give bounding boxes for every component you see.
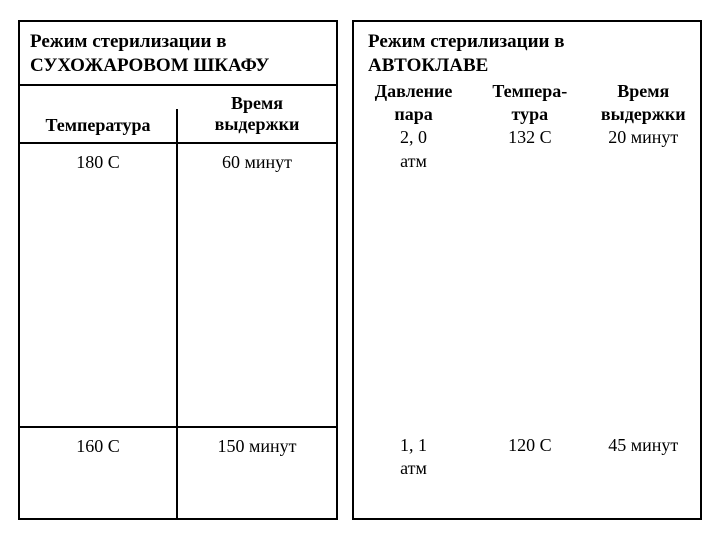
dry-heat-cell-time-0: 60 минут bbox=[178, 144, 336, 429]
cell-value: 2, 0 bbox=[400, 127, 427, 147]
cell-value: 132 С bbox=[508, 127, 552, 147]
dry-heat-cell-time-1: 150 минут bbox=[178, 428, 336, 518]
header-label: Давление bbox=[375, 81, 453, 101]
cell-value: 20 минут bbox=[608, 127, 678, 147]
dry-heat-cell-temp-0: 180 С bbox=[20, 144, 178, 429]
dry-heat-panel: Режим стерилизации в СУХОЖАРОВОМ ШКАФУ Т… bbox=[18, 20, 338, 520]
autoclave-panel: Режим стерилизации в АВТОКЛАВЕ Давление … bbox=[352, 20, 702, 520]
autoclave-cell-time-1: 45 минут bbox=[587, 428, 700, 518]
cell-value: атм bbox=[400, 458, 427, 478]
cell-value: 160 С bbox=[76, 436, 120, 456]
header-label: выдержки bbox=[601, 104, 686, 124]
header-label: тура bbox=[512, 104, 549, 124]
header-label: выдержки bbox=[215, 114, 300, 135]
cell-value: 180 С bbox=[76, 152, 120, 172]
cell-value: атм bbox=[400, 151, 427, 171]
page: Режим стерилизации в СУХОЖАРОВОМ ШКАФУ Т… bbox=[0, 0, 720, 540]
autoclave-col-pressure: Давление пара 2, 0 атм bbox=[354, 80, 473, 429]
header-label: Время bbox=[231, 93, 283, 114]
autoclave-title-line1: Режим стерилизации в bbox=[368, 31, 565, 52]
dry-heat-col-time-header: Время выдержки bbox=[178, 86, 336, 144]
cell-value: 150 минут bbox=[217, 436, 296, 456]
dry-heat-title: Режим стерилизации в СУХОЖАРОВОМ ШКАФУ bbox=[20, 22, 336, 78]
cell-value: 120 С bbox=[508, 435, 552, 455]
header-label: Время bbox=[617, 81, 669, 101]
autoclave-table: Давление пара 2, 0 атм Темпера- тура 132… bbox=[354, 80, 700, 519]
autoclave-title-line2: АВТОКЛАВЕ bbox=[368, 55, 488, 76]
autoclave-cell-temp-1: 120 С bbox=[473, 428, 586, 518]
header-label: Температура bbox=[45, 115, 150, 136]
autoclave-cell-pressure-1: 1, 1 атм bbox=[354, 428, 473, 518]
cell-value: 1, 1 bbox=[400, 435, 427, 455]
cell-value: 60 минут bbox=[222, 152, 292, 172]
dry-heat-title-line2: СУХОЖАРОВОМ ШКАФУ bbox=[30, 55, 269, 76]
cell-value: 45 минут bbox=[608, 435, 678, 455]
dry-heat-col-temperature-header: Температура bbox=[20, 109, 178, 144]
header-label: Темпера- bbox=[492, 81, 567, 101]
dry-heat-title-line1: Режим стерилизации в bbox=[30, 31, 227, 52]
dry-heat-cell-temp-1: 160 С bbox=[20, 428, 178, 518]
dry-heat-table: Температура Время выдержки 180 С 60 мину… bbox=[20, 84, 336, 519]
autoclave-col-time: Время выдержки 20 минут bbox=[587, 80, 700, 429]
autoclave-col-temperature: Темпера- тура 132 С bbox=[473, 80, 586, 429]
autoclave-title: Режим стерилизации в АВТОКЛАВЕ bbox=[354, 22, 700, 80]
header-label: пара bbox=[394, 104, 432, 124]
